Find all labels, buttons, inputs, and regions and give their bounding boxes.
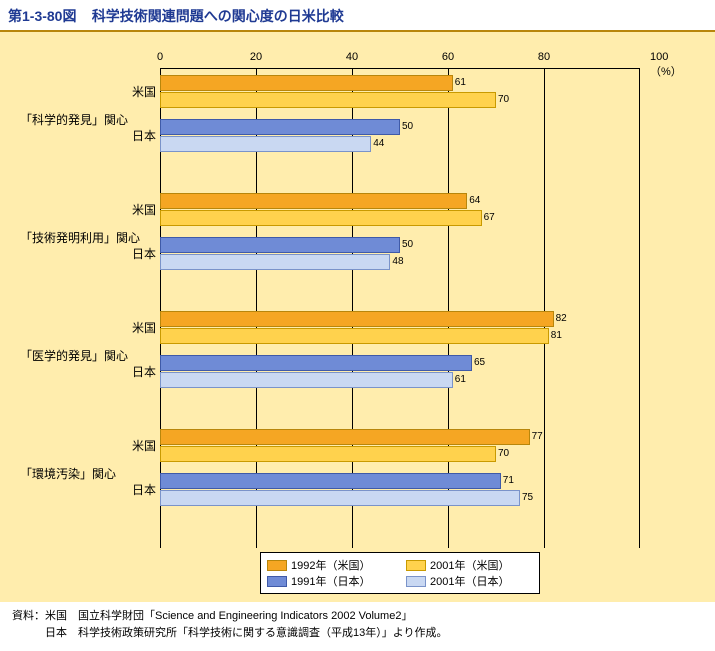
x-tick-label: 40: [346, 51, 358, 63]
legend-label: 2001年（米国）: [430, 557, 509, 573]
bar-group: 「環境汚染」関心米国7770日本7175: [160, 429, 639, 547]
figure-container: 第1-3-80図 科学技術関連問題への関心度の日米比較 100（%） 02040…: [0, 0, 715, 651]
bar-value: 65: [471, 357, 485, 368]
legend-swatch: [406, 576, 426, 587]
bar: 50: [160, 237, 400, 253]
x-tick-label: 60: [442, 51, 454, 63]
legend-item-us-1992: 1992年（米国）: [267, 557, 394, 573]
legend-label: 1992年（米国）: [291, 557, 370, 573]
figure-number: 第1-3-80図: [8, 8, 76, 24]
bar-value: 70: [495, 94, 509, 105]
country-label: 日本: [118, 127, 156, 144]
bar-value: 48: [389, 256, 403, 267]
country-label: 米国: [118, 83, 156, 100]
source-line-2: 日本 科学技術政策研究所「科学技術に関する意識調査（平成13年）」より作成。: [12, 625, 703, 642]
bar: 81: [160, 328, 549, 344]
bar: 61: [160, 75, 453, 91]
x-tick-label: 20: [250, 51, 262, 63]
bar-value: 61: [452, 374, 466, 385]
bar: 44: [160, 136, 371, 152]
source-line-1: 資料：米国 国立科学財団「Science and Engineering Ind…: [12, 608, 703, 625]
country-label: 米国: [118, 437, 156, 454]
legend-item-us-2001: 2001年（米国）: [406, 557, 533, 573]
bar-value: 77: [529, 431, 543, 442]
x-tick-label: 80: [538, 51, 550, 63]
chart-area: 100（%） 020406080「科学的発見」関心米国6170日本5044「技術…: [0, 32, 715, 602]
bar-group: 「技術発明利用」関心米国6467日本5048: [160, 193, 639, 311]
legend: 1992年（米国） 2001年（米国） 1991年（日本） 2001年（日本）: [260, 552, 540, 594]
x-tick-label: 0: [157, 51, 163, 63]
group-label: 「環境汚染」関心: [20, 465, 140, 482]
bar-group: 「科学的発見」関心米国6170日本5044: [160, 75, 639, 193]
legend-item-jp-1991: 1991年（日本）: [267, 573, 394, 589]
country-label: 日本: [118, 481, 156, 498]
country-label: 日本: [118, 363, 156, 380]
x-axis-unit: 100（%）: [650, 51, 682, 79]
country-label: 米国: [118, 319, 156, 336]
bar: 70: [160, 92, 496, 108]
figure-title: 科学技術関連問題への関心度の日米比較: [92, 8, 344, 24]
bar-value: 82: [553, 313, 567, 324]
title-bar: 第1-3-80図 科学技術関連問題への関心度の日米比較: [0, 0, 715, 32]
bar-value: 44: [370, 138, 384, 149]
bar: 65: [160, 355, 472, 371]
chart-inner: 100（%） 020406080「科学的発見」関心米国6170日本5044「技術…: [20, 50, 695, 590]
plot-region: 100（%） 020406080「科学的発見」関心米国6170日本5044「技術…: [160, 68, 640, 548]
bar-value: 50: [399, 239, 413, 250]
bar-value: 71: [500, 475, 514, 486]
bar: 64: [160, 193, 467, 209]
legend-swatch: [406, 560, 426, 571]
country-label: 日本: [118, 245, 156, 262]
bar-value: 50: [399, 121, 413, 132]
legend-swatch: [267, 576, 287, 587]
bar: 67: [160, 210, 482, 226]
legend-label: 2001年（日本）: [430, 573, 509, 589]
legend-swatch: [267, 560, 287, 571]
bar: 77: [160, 429, 530, 445]
bar: 48: [160, 254, 390, 270]
bar-value: 61: [452, 77, 466, 88]
country-label: 米国: [118, 201, 156, 218]
bar: 71: [160, 473, 501, 489]
bar: 82: [160, 311, 554, 327]
bar-value: 64: [466, 195, 480, 206]
bar: 50: [160, 119, 400, 135]
bar-group: 「医学的発見」関心米国8281日本6561: [160, 311, 639, 429]
source-note: 資料：米国 国立科学財団「Science and Engineering Ind…: [0, 602, 715, 651]
legend-item-jp-2001: 2001年（日本）: [406, 573, 533, 589]
bar: 61: [160, 372, 453, 388]
bar-value: 81: [548, 330, 562, 341]
legend-label: 1991年（日本）: [291, 573, 370, 589]
group-label: 「医学的発見」関心: [20, 347, 140, 364]
group-label: 「科学的発見」関心: [20, 111, 140, 128]
bar-value: 75: [519, 492, 533, 503]
bar-value: 70: [495, 448, 509, 459]
bar: 75: [160, 490, 520, 506]
bar-value: 67: [481, 212, 495, 223]
bar: 70: [160, 446, 496, 462]
group-label: 「技術発明利用」関心: [20, 229, 140, 246]
